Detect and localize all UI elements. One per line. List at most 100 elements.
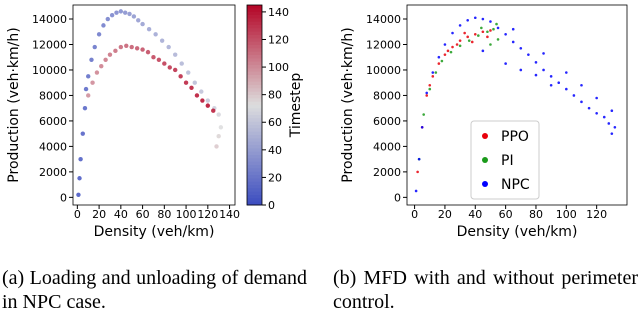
point [109,12,115,18]
colorbar-segment [247,35,262,39]
colorbar-tick-label: 20 [268,171,282,184]
point [489,43,492,46]
point [486,30,489,34]
colorbar-segment [247,135,262,139]
y-tick-label: 6000 [373,115,401,128]
point [216,134,221,139]
point [173,67,178,73]
point [565,87,568,91]
colorbar-segment [247,45,262,49]
colorbar-segment [247,198,262,203]
point [511,40,515,44]
colorbar-segment [247,91,262,96]
point [194,93,200,98]
point [449,50,453,54]
point [473,32,477,36]
legend-marker [482,157,488,163]
colorbar-segment [247,21,262,26]
x-tick-label: 20 [438,208,452,221]
point [192,80,197,85]
point [145,49,151,55]
point [131,14,137,19]
point [96,32,102,37]
point [218,125,224,130]
point [136,18,141,23]
colorbar-segment [247,175,262,179]
y-tick-label: 12000 [366,38,401,51]
x-tick-label: 140 [219,208,240,221]
point [580,100,583,104]
point [610,109,614,113]
point [443,53,447,56]
point [76,192,81,198]
colorbar-segment [247,81,262,86]
point [129,44,134,50]
point [166,44,171,50]
point [89,57,94,62]
y-tick-label: 10000 [32,64,67,77]
point [565,71,568,74]
colorbar-segment [247,131,262,136]
colorbar-segment [247,168,262,173]
x-tick-label: 120 [197,208,218,221]
point [101,23,106,28]
colorbar-segment [247,88,262,93]
point [587,106,591,110]
point [595,96,598,100]
point [186,70,191,75]
point [534,61,538,64]
y-tick-label: 2000 [373,166,401,179]
y-tick-label: 2000 [39,166,67,179]
point [496,38,500,41]
point [446,49,450,53]
point [211,108,216,113]
y-tick-label: 14000 [366,13,401,26]
point [422,113,425,116]
x-tick-label: 100 [176,208,197,221]
point [549,83,553,87]
x-tick-label: 80 [157,208,171,221]
point [83,86,89,92]
colorbar-segment [247,188,262,193]
point [416,170,419,174]
y-tick-label: 14000 [32,13,67,26]
point [90,80,95,85]
point [118,9,124,14]
point [455,43,459,46]
point [473,16,477,20]
colorbar-segment [247,95,262,99]
y-tick-label: 0 [394,191,401,204]
y-axis-label: Production (veh·km/h) [6,27,22,182]
point [107,52,113,57]
point [140,47,145,52]
point [504,32,507,36]
point [179,61,184,66]
point [481,17,485,21]
point [82,105,88,111]
colorbar-segment [247,111,262,116]
colorbar-segment [247,118,262,123]
point [183,80,189,85]
point [146,27,152,32]
point [607,122,611,125]
point [77,176,82,181]
point [495,22,498,26]
y-tick-label: 4000 [373,140,401,153]
point [425,94,429,97]
colorbar-segment [247,18,262,23]
point [451,45,454,49]
point [80,131,85,136]
point [420,125,424,129]
x-axis-label: Density (veh/km) [457,224,578,240]
point [214,144,219,149]
colorbar-segment [247,158,262,163]
colorbar-segment [247,15,262,19]
point [451,31,454,35]
x-tick-label: 0 [74,208,81,221]
colorbar-segment [247,128,262,133]
legend-marker [482,133,488,139]
point [94,70,100,75]
x-tick-label: 80 [529,208,543,221]
colorbar-segment [247,48,262,53]
